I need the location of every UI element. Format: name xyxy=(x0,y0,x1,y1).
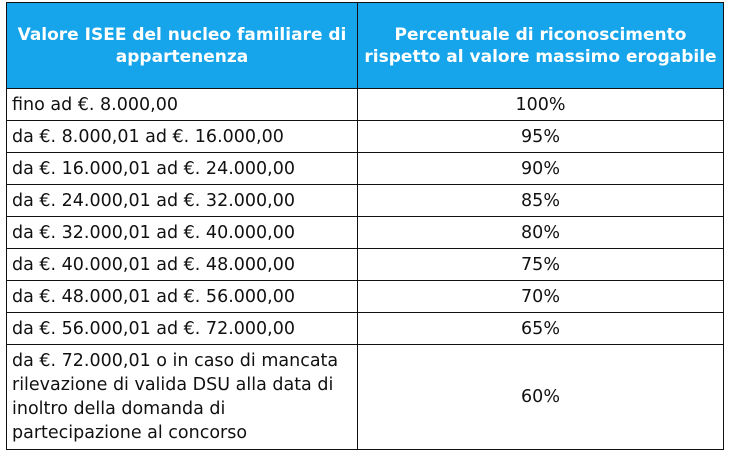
percentage-cell: 90% xyxy=(357,152,724,185)
table-row: da €. 8.000,01 ad €. 16.000,00 95% xyxy=(6,120,724,153)
table-row: da €. 24.000,01 ad €. 32.000,00 85% xyxy=(6,184,724,217)
table-header-row: Valore ISEE del nucleo familiare di appa… xyxy=(6,2,724,89)
percentage-cell: 60% xyxy=(357,344,724,450)
header-isee-value: Valore ISEE del nucleo familiare di appa… xyxy=(6,2,358,89)
table-row: da €. 56.000,01 ad €. 72.000,00 65% xyxy=(6,312,724,345)
percentage-cell: 70% xyxy=(357,280,724,313)
header-percentage: Percentuale di riconoscimento rispetto a… xyxy=(357,2,724,89)
isee-range-cell: da €. 8.000,01 ad €. 16.000,00 xyxy=(6,120,358,153)
isee-range-cell: da €. 32.000,01 ad €. 40.000,00 xyxy=(6,216,358,249)
isee-range-cell: da €. 72.000,01 o in caso di mancata ril… xyxy=(6,344,358,450)
isee-range-cell: fino ad €. 8.000,00 xyxy=(6,88,358,121)
isee-range-cell: da €. 24.000,01 ad €. 32.000,00 xyxy=(6,184,358,217)
isee-range-cell: da €. 56.000,01 ad €. 72.000,00 xyxy=(6,312,358,345)
isee-range-cell: da €. 48.000,01 ad €. 56.000,00 xyxy=(6,280,358,313)
table-row: fino ad €. 8.000,00 100% xyxy=(6,88,724,121)
isee-range-cell: da €. 16.000,01 ad €. 24.000,00 xyxy=(6,152,358,185)
percentage-cell: 95% xyxy=(357,120,724,153)
percentage-cell: 100% xyxy=(357,88,724,121)
percentage-cell: 85% xyxy=(357,184,724,217)
percentage-cell: 65% xyxy=(357,312,724,345)
isee-range-cell: da €. 40.000,01 ad €. 48.000,00 xyxy=(6,248,358,281)
percentage-cell: 80% xyxy=(357,216,724,249)
table-row: da €. 16.000,01 ad €. 24.000,00 90% xyxy=(6,152,724,185)
isee-percentage-table: Valore ISEE del nucleo familiare di appa… xyxy=(6,2,724,450)
table-row: da €. 48.000,01 ad €. 56.000,00 70% xyxy=(6,280,724,313)
table-row: da €. 40.000,01 ad €. 48.000,00 75% xyxy=(6,248,724,281)
percentage-cell: 75% xyxy=(357,248,724,281)
table-row: da €. 72.000,01 o in caso di mancata ril… xyxy=(6,344,724,450)
table-row: da €. 32.000,01 ad €. 40.000,00 80% xyxy=(6,216,724,249)
